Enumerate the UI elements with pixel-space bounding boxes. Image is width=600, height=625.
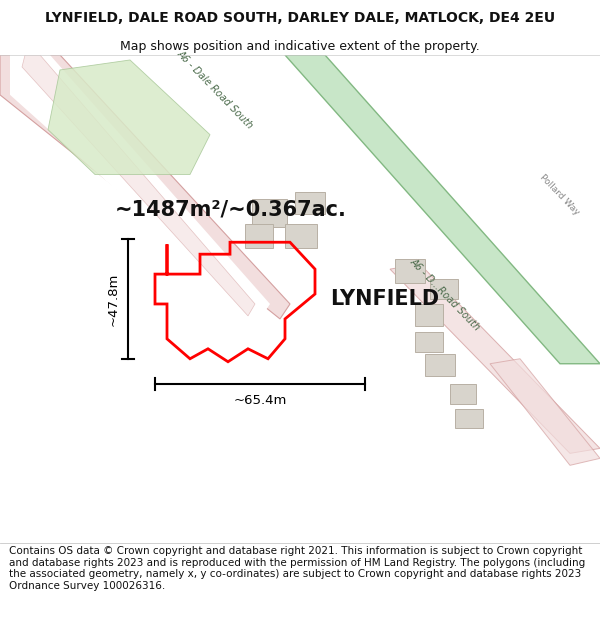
Bar xyxy=(285,224,317,248)
Bar xyxy=(430,279,458,299)
Text: LYNFIELD, DALE ROAD SOUTH, DARLEY DALE, MATLOCK, DE4 2EU: LYNFIELD, DALE ROAD SOUTH, DARLEY DALE, … xyxy=(45,11,555,25)
Text: ~65.4m: ~65.4m xyxy=(233,394,287,407)
Polygon shape xyxy=(48,60,210,174)
Bar xyxy=(450,384,476,404)
Bar xyxy=(425,354,455,376)
Polygon shape xyxy=(22,55,255,316)
Bar xyxy=(245,224,273,248)
Bar xyxy=(455,409,483,429)
Text: A6 - D...Road South: A6 - D...Road South xyxy=(408,256,482,332)
Polygon shape xyxy=(390,264,600,453)
Polygon shape xyxy=(10,55,270,319)
Text: Map shows position and indicative extent of the property.: Map shows position and indicative extent… xyxy=(120,39,480,52)
Text: Contains OS data © Crown copyright and database right 2021. This information is : Contains OS data © Crown copyright and d… xyxy=(9,546,585,591)
Polygon shape xyxy=(285,55,600,364)
Text: ~47.8m: ~47.8m xyxy=(107,272,120,326)
Text: ~1487m²/~0.367ac.: ~1487m²/~0.367ac. xyxy=(115,199,347,219)
Polygon shape xyxy=(490,359,600,466)
Polygon shape xyxy=(0,55,290,319)
Text: A6 - Dale Road South: A6 - Dale Road South xyxy=(175,49,255,131)
Text: LYNFIELD: LYNFIELD xyxy=(330,289,439,309)
Bar xyxy=(415,304,443,326)
Text: Pollard Way: Pollard Way xyxy=(538,173,581,216)
Bar xyxy=(295,192,325,214)
Bar xyxy=(252,199,287,228)
Bar xyxy=(415,332,443,352)
Bar xyxy=(395,259,425,283)
